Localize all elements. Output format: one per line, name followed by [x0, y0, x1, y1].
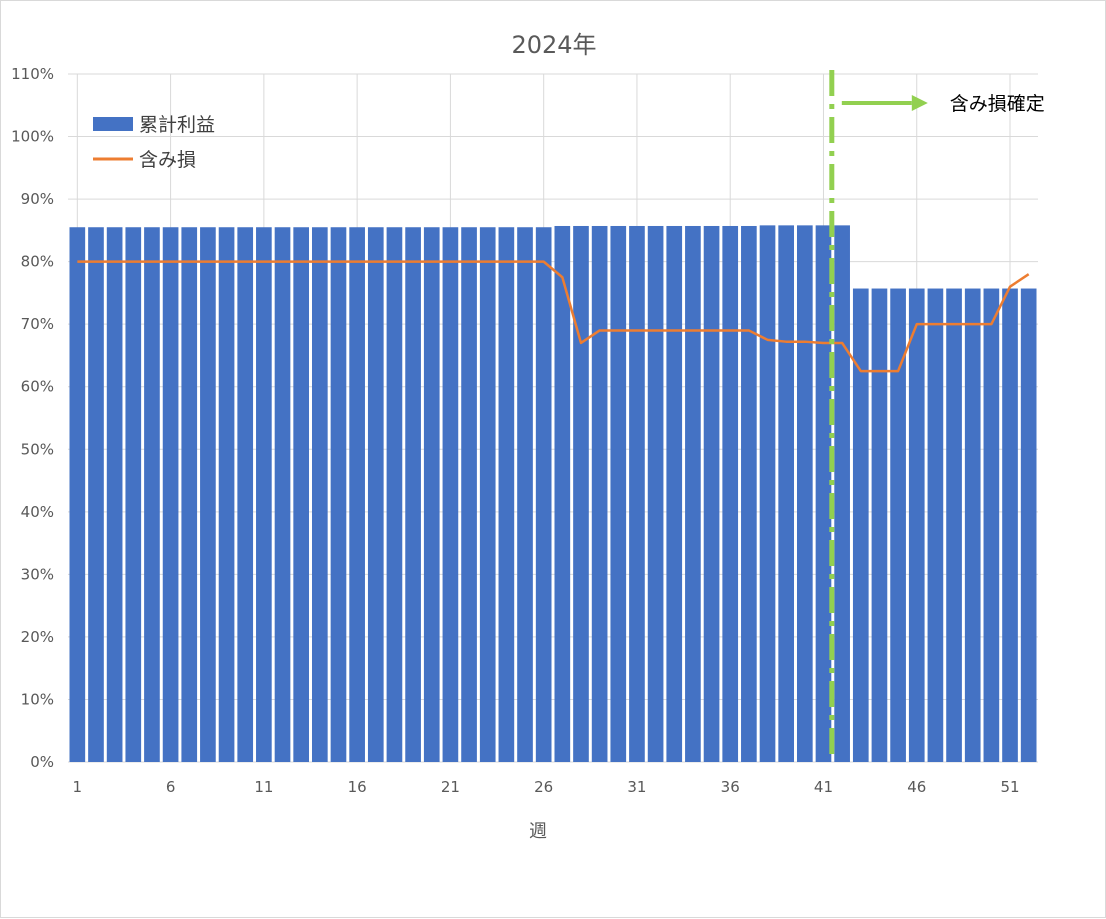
bar-mark [759, 225, 776, 763]
bar-mark [88, 227, 104, 763]
bar-mark [106, 227, 123, 763]
x-tick-label: 11 [254, 778, 273, 796]
bar-mark [367, 227, 384, 763]
line-layer [77, 260, 1030, 373]
bar-mark [927, 288, 944, 762]
bar-mark [237, 227, 254, 763]
bar-mark [498, 227, 515, 763]
x-tick-label: 46 [907, 778, 926, 796]
bar-mark [181, 227, 198, 763]
y-tick-label: 60% [21, 378, 54, 396]
bar-mark [778, 225, 795, 763]
bar-mark [144, 227, 160, 763]
bar-mark [330, 227, 347, 763]
bar-mark [1002, 288, 1018, 762]
x-tick-label: 1 [73, 778, 83, 796]
bar-mark [815, 225, 832, 763]
bar-layer [69, 225, 1037, 763]
annotation-label: 含み損確定 [950, 93, 1045, 115]
bar-mark [69, 227, 86, 763]
bar-mark [256, 227, 272, 763]
x-tick-label: 21 [441, 778, 460, 796]
bar-mark [666, 225, 683, 762]
bar-mark [685, 225, 701, 762]
bar-mark [311, 227, 328, 763]
legend: 累計利益 含み損 [93, 114, 215, 171]
tick-layer: 0%10%20%30%40%50%60%70%80%90%100%110%1 6 1… [11, 65, 1019, 796]
y-tick-label: 20% [21, 628, 54, 646]
bar-mark [852, 288, 869, 762]
bar-mark [1020, 288, 1037, 762]
bar-mark [535, 227, 552, 763]
annotation-layer: 含み損確定 [829, 70, 1045, 762]
y-tick-label: 10% [21, 690, 54, 708]
line-series-mark [77, 260, 1030, 373]
chart-title: 2024年 [511, 31, 596, 59]
legend-label-bar: 累計利益 [139, 114, 215, 136]
bar-mark [554, 225, 571, 762]
x-tick-label: 51 [1000, 778, 1019, 796]
bar-mark [946, 288, 962, 762]
bar-mark [405, 227, 421, 763]
x-axis-title: 週 [529, 821, 547, 842]
bar-mark [442, 227, 459, 763]
y-tick-label: 70% [21, 315, 54, 333]
y-tick-label: 100% [11, 128, 54, 146]
bar-mark [871, 288, 888, 762]
bar-mark [629, 225, 645, 762]
bar-mark [983, 288, 1000, 762]
bar-mark [218, 227, 235, 763]
bar-mark [293, 227, 310, 763]
y-tick-label: 110% [11, 65, 54, 83]
legend-swatch-bar [93, 117, 133, 131]
bar-mark [908, 288, 925, 762]
bar-mark [796, 225, 813, 763]
bar-mark [610, 225, 627, 762]
bar-mark [479, 227, 496, 763]
bar-mark [703, 225, 720, 762]
bar-mark [890, 288, 906, 762]
y-tick-label: 40% [21, 503, 54, 521]
bar-mark [722, 225, 739, 762]
bar-mark [162, 227, 179, 763]
x-tick-label: 41 [814, 778, 833, 796]
y-tick-label: 80% [21, 253, 54, 271]
bar-mark [517, 227, 533, 763]
bar-mark [573, 225, 589, 762]
y-tick-label: 50% [21, 440, 54, 458]
bar-mark [647, 225, 664, 762]
bar-mark [386, 227, 403, 763]
y-tick-label: 90% [21, 190, 54, 208]
y-tick-label: 0% [30, 753, 54, 771]
bar-mark [349, 227, 365, 763]
x-tick-label: 26 [534, 778, 553, 796]
bar-mark [741, 225, 757, 762]
bar-mark [423, 227, 440, 763]
y-tick-label: 30% [21, 565, 54, 583]
bar-mark [125, 227, 142, 763]
x-tick-label: 16 [348, 778, 367, 796]
x-tick-label: 36 [721, 778, 740, 796]
x-tick-label: 31 [627, 778, 646, 796]
x-tick-label: 6 [166, 778, 176, 796]
annotation-arrow-head [911, 95, 928, 111]
bar-mark [200, 227, 216, 763]
bar-mark [964, 288, 981, 762]
legend-label-line: 含み損 [139, 149, 196, 171]
bar-mark [591, 225, 608, 762]
bar-mark [834, 225, 850, 763]
bar-mark [274, 227, 291, 763]
bar-mark [461, 227, 477, 763]
